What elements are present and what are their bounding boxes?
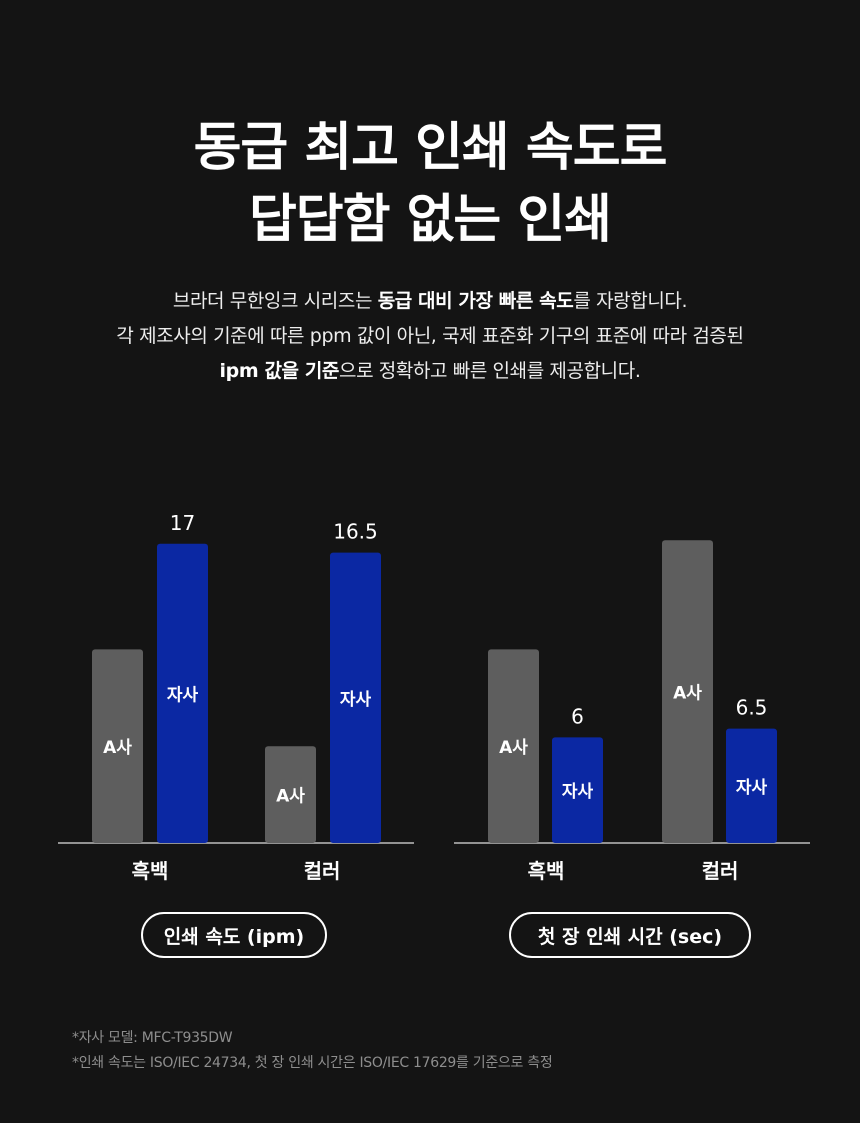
bar-value-label: 16.5 — [333, 520, 378, 544]
description-line-3: ipm 값을 기준으로 정확하고 빠른 인쇄를 제공합니다. — [0, 354, 860, 389]
bar-value-label: 6 — [571, 704, 584, 728]
category-label: 컬러 — [702, 859, 739, 883]
description-text: 브라더 무한잉크 시리즈는 — [172, 290, 378, 312]
bar-series-label: A사 — [499, 738, 528, 758]
chart-title-first-page-time: 첫 장 인쇄 시간 (sec) — [509, 912, 751, 958]
bar-series-label: 자사 — [562, 782, 594, 802]
category-label: 흑백 — [132, 859, 169, 883]
bar — [157, 543, 208, 843]
bar-value-label: 17 — [170, 511, 195, 535]
headline-line-1: 동급 최고 인쇄 속도로 — [193, 118, 668, 178]
bar — [330, 552, 381, 843]
footnotes: *자사 모델: MFC-T935DW *인쇄 속도는 ISO/IEC 24734… — [72, 1026, 553, 1076]
description-line-2: 각 제조사의 기준에 따른 ppm 값이 아닌, 국제 표준화 기구의 표준에 … — [116, 325, 744, 347]
bar-value-label: 6.5 — [736, 696, 768, 720]
category-label: 컬러 — [304, 859, 341, 883]
bar — [552, 737, 603, 843]
description: 브라더 무한잉크 시리즈는 동급 대비 가장 빠른 속도를 자랑합니다. 각 제… — [0, 284, 860, 389]
footnote-model: *자사 모델: MFC-T935DW — [72, 1030, 233, 1046]
description-text: 으로 정확하고 빠른 인쇄를 제공합니다. — [338, 360, 641, 382]
bar-series-label: 자사 — [167, 685, 199, 705]
headline: 동급 최고 인쇄 속도로 답답함 없는 인쇄 — [0, 112, 860, 256]
category-label: 흑백 — [528, 859, 565, 883]
footnote-standards: *인쇄 속도는 ISO/IEC 24734, 첫 장 인쇄 시간은 ISO/IE… — [72, 1055, 553, 1071]
bar — [488, 649, 539, 843]
bar — [92, 649, 143, 843]
bar — [726, 728, 777, 843]
bar — [265, 746, 316, 843]
bar-series-label: 자사 — [736, 778, 768, 798]
bar-series-label: 자사 — [340, 690, 372, 710]
chart-title-print-speed: 인쇄 속도 (ipm) — [141, 912, 327, 958]
description-text: 를 자랑합니다. — [573, 290, 688, 312]
bar-series-label: A사 — [673, 684, 702, 704]
bar-series-label: A사 — [103, 738, 132, 758]
headline-line-2: 답답함 없는 인쇄 — [248, 190, 612, 250]
bar-series-label: A사 — [276, 787, 305, 807]
description-highlight: 동급 대비 가장 빠른 속도 — [377, 290, 574, 312]
description-line-1: 브라더 무한잉크 시리즈는 동급 대비 가장 빠른 속도를 자랑합니다. — [0, 284, 860, 319]
bar — [662, 540, 713, 843]
description-highlight: ipm 값을 기준 — [219, 360, 340, 382]
